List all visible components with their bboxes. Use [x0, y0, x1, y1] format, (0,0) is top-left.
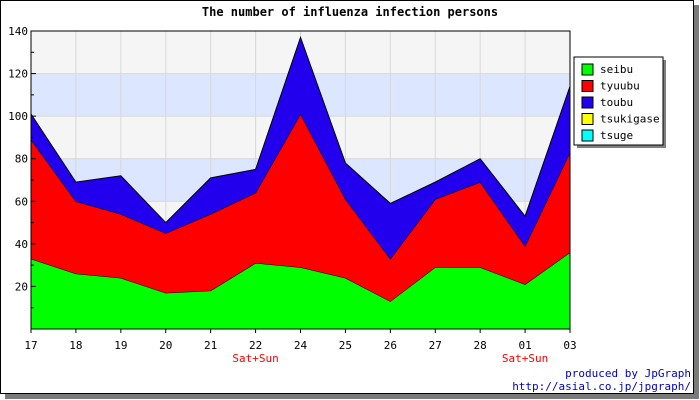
- x-tick-label: 28: [474, 339, 487, 352]
- x-tick-label: 27: [429, 339, 442, 352]
- legend: seibu tyuubu toubu tsukigase tsuge: [573, 56, 666, 148]
- x-tick-label: 17: [24, 339, 37, 352]
- legend-swatch-tsuge: [581, 129, 594, 142]
- legend-swatch-seibu: [581, 63, 594, 76]
- y-tick-label: 40: [15, 238, 28, 251]
- legend-label-tyuubu: tyuubu: [600, 80, 640, 93]
- x-tick-label: 18: [69, 339, 82, 352]
- x-tick-label: 03: [563, 339, 576, 352]
- line-toubu: [30, 35, 571, 224]
- x-tick-label: 25: [339, 339, 352, 352]
- x-weekend-label: Sat+Sun: [502, 352, 548, 365]
- area-toubu: [31, 37, 570, 259]
- x-tick-label: 20: [159, 339, 172, 352]
- x-tick-label: 19: [114, 339, 127, 352]
- legend-swatch-tsukigase: [581, 113, 594, 125]
- credit-line-2: http://asial.co.jp/jpgraph/: [512, 380, 691, 393]
- x-weekend-label: Sat+Sun: [232, 352, 278, 365]
- credit-line-1: produced by JpGraph: [565, 367, 691, 380]
- y-tick-label: 60: [15, 195, 28, 208]
- legend-swatch-tyuubu: [581, 80, 594, 92]
- area-tyuubu: [31, 114, 570, 302]
- y-tick-label: 100: [8, 110, 28, 123]
- y-tick-label: 80: [15, 153, 28, 166]
- legend-label-seibu: seibu: [600, 63, 633, 76]
- x-tick-label: 22: [249, 339, 262, 352]
- legend-label-toubu: toubu: [600, 96, 633, 109]
- y-tick-label: 120: [8, 68, 28, 81]
- x-tick-label: 24: [294, 339, 308, 352]
- legend-label-tsukigase: tsukigase: [600, 113, 660, 126]
- y-axis: 20 40 60 80 100 120 140: [8, 25, 36, 309]
- area-series: [30, 35, 571, 329]
- legend-label-tsuge: tsuge: [600, 129, 633, 142]
- x-tick-label: 26: [384, 339, 397, 352]
- chart-title: The number of influenza infection person…: [202, 5, 498, 19]
- area-seibu: [31, 252, 570, 329]
- legend-swatch-toubu: [581, 96, 594, 109]
- y-tick-label: 20: [15, 280, 28, 293]
- x-tick-label: 21: [204, 339, 217, 352]
- y-tick-label: 140: [8, 25, 28, 38]
- x-tick-label: 01: [518, 339, 531, 352]
